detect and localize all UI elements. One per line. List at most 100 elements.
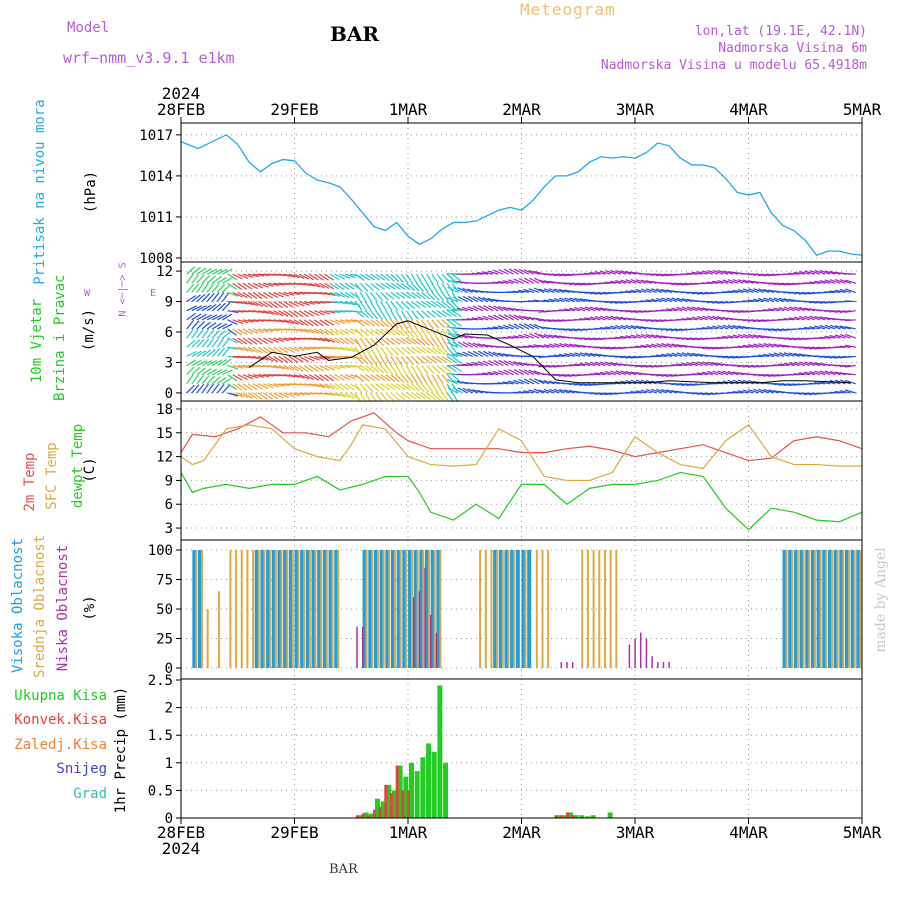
- wind-barb: [242, 300, 254, 306]
- wind-barb: [293, 392, 305, 396]
- wind-barb: [242, 328, 253, 335]
- wind-barb: [314, 273, 324, 281]
- wind-barb: [360, 273, 370, 281]
- wind-barb: [211, 322, 222, 330]
- wind-barb: [324, 383, 335, 390]
- wind-barb: [809, 361, 821, 367]
- wind-barb: [660, 353, 673, 357]
- wind-barb: [385, 374, 396, 382]
- wind-barb: [268, 392, 279, 400]
- wind-barb: [467, 288, 478, 293]
- wind-barb: [660, 273, 672, 277]
- wind-barb: [410, 374, 418, 385]
- wind-barb: [824, 370, 836, 376]
- wind-barb: [845, 379, 856, 385]
- wind-barb: [380, 291, 389, 301]
- wind-barb: [615, 269, 627, 275]
- wind-barb: [844, 319, 856, 322]
- wind-barb: [288, 291, 300, 296]
- wind-barb: [278, 273, 290, 277]
- wind-barb: [594, 372, 606, 376]
- wind-barb: [334, 282, 345, 290]
- wind-barb: [196, 350, 207, 357]
- wind-barb: [533, 317, 545, 321]
- wind-barb: [268, 383, 280, 388]
- wind-barb: [293, 346, 305, 351]
- wind-barb: [268, 364, 280, 369]
- wind-barb: [763, 309, 775, 312]
- wind-barb: [712, 300, 724, 304]
- cloud-low-bar: [413, 597, 415, 668]
- wind-barb: [625, 335, 637, 339]
- wind-barb: [498, 359, 509, 367]
- cloud-mid-bar: [269, 550, 272, 668]
- wind-barb: [273, 319, 285, 323]
- precip-conv-bar: [372, 809, 376, 818]
- wind-barb: [375, 328, 386, 336]
- wind-barb: [717, 300, 729, 304]
- wind-barb: [650, 319, 662, 323]
- wind-barb: [273, 282, 285, 286]
- wind-barb: [436, 310, 447, 318]
- wind-barb: [589, 352, 601, 357]
- wind-barb: [364, 355, 373, 366]
- wind-barb: [334, 346, 346, 351]
- wind-barb: [242, 383, 253, 391]
- wind-barb: [303, 328, 315, 334]
- wind-barb: [293, 273, 305, 279]
- wind-barb: [783, 298, 795, 303]
- wind-barb: [186, 274, 194, 284]
- cloud-high-bar: [521, 550, 526, 668]
- wind-barb: [620, 270, 632, 275]
- wind-barb: [702, 315, 713, 321]
- cloud-high-bar: [810, 550, 815, 668]
- wind-barb: [370, 374, 381, 381]
- precip-conv-bar: [355, 815, 359, 818]
- wind-barb: [201, 293, 211, 302]
- wind-barb: [824, 279, 836, 284]
- wind-barb: [737, 310, 749, 313]
- wind-barb: [554, 388, 565, 394]
- wind-barb: [553, 319, 565, 323]
- wind-barb: [395, 346, 405, 356]
- wind-barb: [758, 297, 770, 303]
- wind-barb: [840, 279, 851, 284]
- wind-barb: [319, 310, 331, 315]
- wind-barb: [324, 364, 335, 371]
- wind-barb: [222, 323, 233, 330]
- date-label-top: 2MAR: [502, 100, 541, 119]
- wind-barb: [722, 370, 734, 376]
- wind-barb: [696, 306, 708, 312]
- wind-barb: [538, 300, 550, 303]
- wind-barb: [370, 328, 381, 336]
- wind-barb: [528, 300, 540, 303]
- ytick-label: 0: [165, 811, 173, 827]
- wind-barb: [707, 361, 719, 367]
- wind-barb: [426, 273, 434, 284]
- wind-barb: [314, 328, 325, 335]
- wind-barb: [558, 353, 570, 357]
- wind-barb: [528, 288, 540, 293]
- wind-barb: [482, 360, 494, 367]
- wind-barb: [232, 282, 243, 290]
- wind-barb: [737, 390, 749, 394]
- wind-barb: [845, 279, 856, 284]
- wind-barb: [543, 288, 555, 293]
- wind-barb: [717, 280, 729, 284]
- wind-barb: [278, 337, 290, 342]
- wind-barb: [365, 282, 375, 292]
- wind-barb: [451, 319, 462, 327]
- wind-barb: [426, 337, 435, 347]
- cloud-high-bar: [839, 550, 844, 668]
- wind-barb: [477, 373, 489, 376]
- wind-barb: [477, 272, 489, 275]
- wind-barb: [686, 291, 698, 294]
- wind-barb: [610, 325, 621, 330]
- wind-barb: [375, 356, 383, 367]
- wind-barb: [247, 383, 258, 391]
- wind-barb: [472, 389, 484, 394]
- wind-barb: [610, 269, 622, 275]
- wind-barb: [446, 319, 457, 327]
- wind-barb: [748, 288, 759, 293]
- cloud-low-bar: [435, 632, 438, 668]
